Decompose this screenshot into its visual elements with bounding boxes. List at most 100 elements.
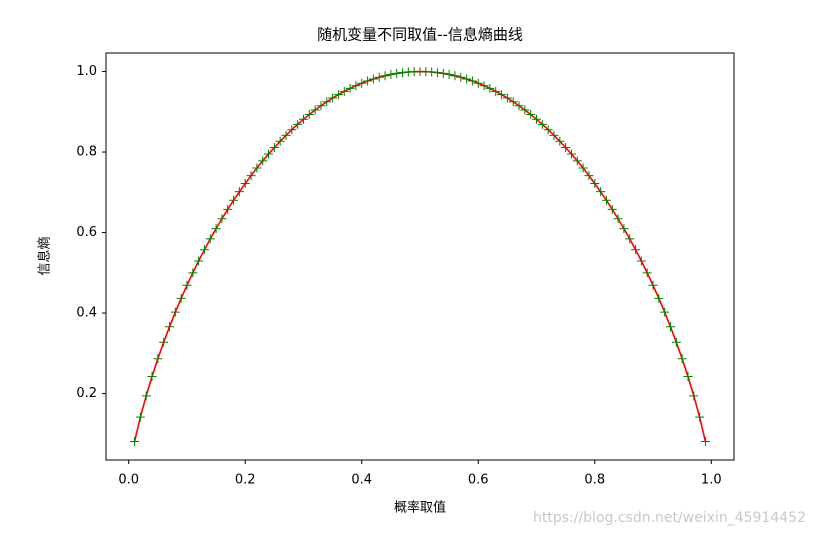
data-marker: [223, 204, 233, 214]
data-marker: [543, 125, 553, 135]
y-tick-label: 0.2: [76, 386, 97, 401]
data-marker: [590, 178, 600, 188]
data-marker: [467, 76, 477, 86]
chart-title: 随机变量不同取值--信息熵曲线: [317, 26, 523, 44]
data-marker: [380, 71, 390, 81]
data-marker: [619, 224, 629, 234]
data-marker: [351, 81, 361, 91]
data-marker: [473, 78, 483, 88]
data-marker: [520, 105, 530, 115]
data-marker: [339, 86, 349, 96]
data-marker: [666, 322, 676, 332]
data-marker: [392, 68, 402, 78]
data-marker: [444, 69, 454, 79]
data-marker: [386, 69, 396, 79]
data-marker: [310, 105, 320, 115]
data-marker: [293, 119, 303, 129]
data-marker: [182, 280, 192, 290]
data-marker: [240, 178, 250, 188]
data-marker: [176, 293, 186, 303]
data-marker: [275, 136, 285, 146]
data-marker: [199, 245, 209, 255]
data-marker: [549, 130, 559, 140]
data-marker: [572, 156, 582, 166]
data-marker: [578, 163, 588, 173]
plot-frame: [105, 52, 735, 461]
x-tick-label: 0.2: [235, 473, 256, 488]
data-marker: [281, 130, 291, 140]
data-marker: [561, 142, 571, 152]
data-marker: [153, 354, 163, 364]
data-marker: [660, 307, 670, 317]
data-marker: [456, 72, 466, 82]
data-marker: [211, 224, 221, 234]
data-marker: [438, 68, 448, 78]
data-marker: [398, 68, 408, 78]
data-marker: [264, 149, 274, 159]
data-marker: [316, 101, 326, 111]
data-marker: [333, 90, 343, 100]
data-marker: [188, 268, 198, 278]
data-marker: [526, 110, 536, 120]
y-tick-label: 0.4: [76, 306, 97, 321]
data-marker: [654, 293, 664, 303]
data-marker: [159, 337, 169, 347]
data-marker: [141, 391, 151, 401]
data-marker: [648, 280, 658, 290]
data-marker: [170, 307, 180, 317]
data-marker: [508, 97, 518, 107]
data-marker: [246, 171, 256, 181]
data-marker: [130, 437, 140, 447]
x-tick-label: 0.8: [584, 473, 605, 488]
data-marker: [164, 322, 174, 332]
data-marker: [252, 163, 262, 173]
data-marker: [485, 83, 495, 93]
data-marker: [269, 142, 279, 152]
x-tick-label: 0.0: [118, 473, 139, 488]
data-marker: [566, 149, 576, 159]
data-marker: [613, 214, 623, 224]
x-axis-label: 概率取值: [394, 500, 446, 516]
x-tick-label: 1.0: [701, 473, 722, 488]
data-marker: [462, 74, 472, 84]
data-marker: [194, 256, 204, 266]
data-marker: [596, 187, 606, 197]
data-marker: [287, 125, 297, 135]
data-marker: [631, 245, 641, 255]
data-marker: [374, 72, 384, 82]
y-tick-label: 0.8: [76, 145, 97, 160]
data-marker: [689, 391, 699, 401]
data-marker: [357, 78, 367, 88]
data-marker: [514, 101, 524, 111]
data-marker: [368, 74, 378, 84]
x-tick-label: 0.4: [351, 473, 372, 488]
data-marker: [607, 204, 617, 214]
data-marker: [695, 412, 705, 422]
data-marker: [671, 337, 681, 347]
data-marker: [584, 171, 594, 181]
data-marker: [234, 187, 244, 197]
watermark: https://blog.csdn.net/weixin_45914452: [533, 510, 806, 526]
data-marker: [322, 97, 332, 107]
data-marker: [532, 114, 542, 124]
y-tick-label: 1.0: [76, 64, 97, 79]
data-marker: [147, 372, 157, 382]
data-marker: [479, 81, 489, 91]
data-marker: [205, 234, 215, 244]
data-marker: [432, 68, 442, 78]
data-marker: [497, 90, 507, 100]
data-marker: [683, 372, 693, 382]
data-marker: [298, 114, 308, 124]
data-marker: [677, 354, 687, 364]
data-marker: [258, 156, 268, 166]
data-marker: [328, 93, 338, 103]
data-marker: [450, 71, 460, 81]
data-marker: [636, 256, 646, 266]
data-marker: [229, 195, 239, 205]
data-marker: [601, 195, 611, 205]
data-marker: [135, 412, 145, 422]
data-marker: [625, 234, 635, 244]
data-marker: [537, 119, 547, 129]
